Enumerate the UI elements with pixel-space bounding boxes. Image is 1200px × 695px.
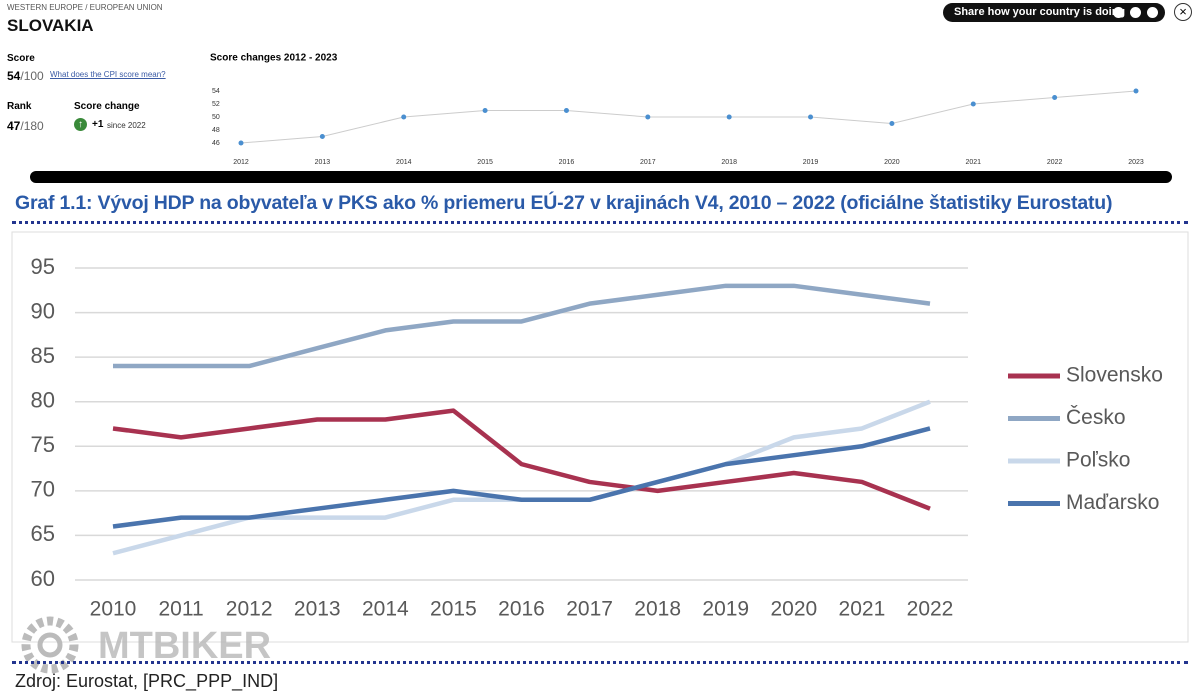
chart-title: Score changes 2012 - 2023 — [210, 53, 338, 64]
x-tick-label: 2017 — [640, 159, 656, 166]
score-point — [482, 108, 488, 113]
legend-label: Česko — [1066, 406, 1126, 429]
x-tick-label: 2023 — [1128, 159, 1144, 166]
cpi-link[interactable]: What does the CPI score mean? — [50, 70, 166, 79]
chart-frame — [11, 231, 1189, 643]
score-point — [645, 114, 651, 120]
series-line — [113, 283, 931, 369]
x-tick-label: 2011 — [158, 598, 203, 621]
x-tick-label: 2012 — [233, 159, 249, 166]
x-tick-label: 2015 — [430, 598, 477, 621]
score-point — [401, 114, 407, 120]
watermark-logo — [21, 616, 79, 674]
x-tick-label: 2012 — [226, 598, 273, 621]
x-tick-label: 2018 — [634, 598, 681, 621]
score-point — [1052, 95, 1058, 100]
x-tick-label: 2019 — [702, 598, 749, 621]
x-tick-label: 2020 — [884, 159, 900, 166]
source: Zdroj: Eurostat, [PRC_PPP_IND] — [15, 671, 279, 691]
x-tick-label: 2017 — [566, 598, 613, 621]
score-point — [808, 114, 814, 120]
y-tick-label: 90 — [31, 298, 55, 323]
legend-label: Poľsko — [1066, 449, 1131, 472]
score-line — [240, 90, 1137, 144]
region: WESTERN EUROPE / EUROPEAN UNION — [7, 3, 163, 12]
x-tick-label: 2015 — [477, 159, 493, 166]
watermark: MTBIKER — [98, 625, 271, 667]
close-button[interactable]: × — [1174, 3, 1192, 21]
y-tick-label: 65 — [31, 521, 55, 546]
x-tick-label: 2022 — [907, 598, 954, 621]
score-value: 54 — [7, 69, 21, 83]
dotted-rule — [12, 661, 1188, 664]
score-point — [970, 101, 976, 107]
y-tick-label: 80 — [31, 388, 55, 413]
x-tick-label: 2014 — [362, 598, 409, 621]
x-tick-label: 2013 — [294, 598, 341, 621]
score-chart: Score changes 2012 - 2023 46 48 50 52 54 2012… — [210, 53, 1144, 166]
x-tick-label: 2019 — [803, 159, 819, 166]
y-tick-label: 48 — [212, 127, 220, 134]
x-tick-label: 2020 — [770, 598, 817, 621]
score-max: /100 — [20, 69, 44, 83]
score-label: Score — [7, 53, 35, 64]
change-label: Score change — [74, 101, 140, 112]
y-tick-label: 54 — [212, 88, 220, 95]
email-icon[interactable] — [1147, 7, 1158, 18]
country: SLOVAKIA — [7, 16, 94, 35]
y-tick-label: 70 — [31, 477, 55, 502]
rank-value: 47 — [7, 119, 21, 133]
x-tick-label: 2016 — [559, 159, 575, 166]
y-tick-label: 52 — [212, 101, 220, 108]
x-tick-label: 2014 — [396, 159, 412, 166]
series-line — [112, 426, 931, 529]
x-tick-label: 2016 — [498, 598, 545, 621]
score-point — [563, 108, 569, 113]
facebook-icon[interactable] — [1130, 7, 1141, 18]
x-tick-label: 2021 — [839, 598, 886, 621]
share-text: Share how your country is doing — [954, 6, 1126, 18]
chart-title: Graf 1.1: Vývoj HDP na obyvateľa v PKS a… — [15, 192, 1113, 214]
y-tick-label: 50 — [212, 114, 220, 121]
score-point — [726, 114, 732, 120]
score-point — [1133, 88, 1139, 94]
x-tick-label: 2022 — [1047, 159, 1063, 166]
x-tick-label: 2013 — [315, 159, 331, 166]
y-tick-label: 85 — [31, 343, 55, 368]
watermark-logo — [37, 632, 63, 658]
score-point — [889, 121, 895, 126]
x-tick-label: 2021 — [965, 159, 981, 166]
divider-bar — [30, 171, 1172, 183]
change: +1 — [92, 119, 104, 130]
score: 54/100 — [7, 69, 44, 83]
share-button[interactable]: Share how your country is doing — [943, 3, 1165, 22]
rank-max: /180 — [20, 119, 44, 133]
y-tick-label: 60 — [31, 566, 55, 591]
score-point — [319, 134, 325, 139]
legend-label: Slovensko — [1066, 364, 1163, 387]
series-line — [112, 408, 931, 511]
twitter-icon[interactable] — [1113, 7, 1124, 18]
rank-label: Rank — [7, 101, 32, 112]
up-icon: ↑ — [74, 118, 87, 131]
score-point — [238, 140, 244, 146]
dotted-rule — [12, 221, 1188, 224]
y-tick-label: 75 — [31, 432, 55, 457]
x-tick-label: 2018 — [721, 159, 737, 166]
legend-label: Maďarsko — [1066, 491, 1159, 514]
change-since: since 2022 — [107, 121, 146, 130]
y-tick-label: 46 — [212, 140, 220, 147]
series-line — [112, 399, 931, 556]
rank: 47/180 — [7, 119, 44, 133]
y-tick-label: 95 — [31, 254, 55, 279]
x-tick-label: 2010 — [90, 598, 137, 621]
